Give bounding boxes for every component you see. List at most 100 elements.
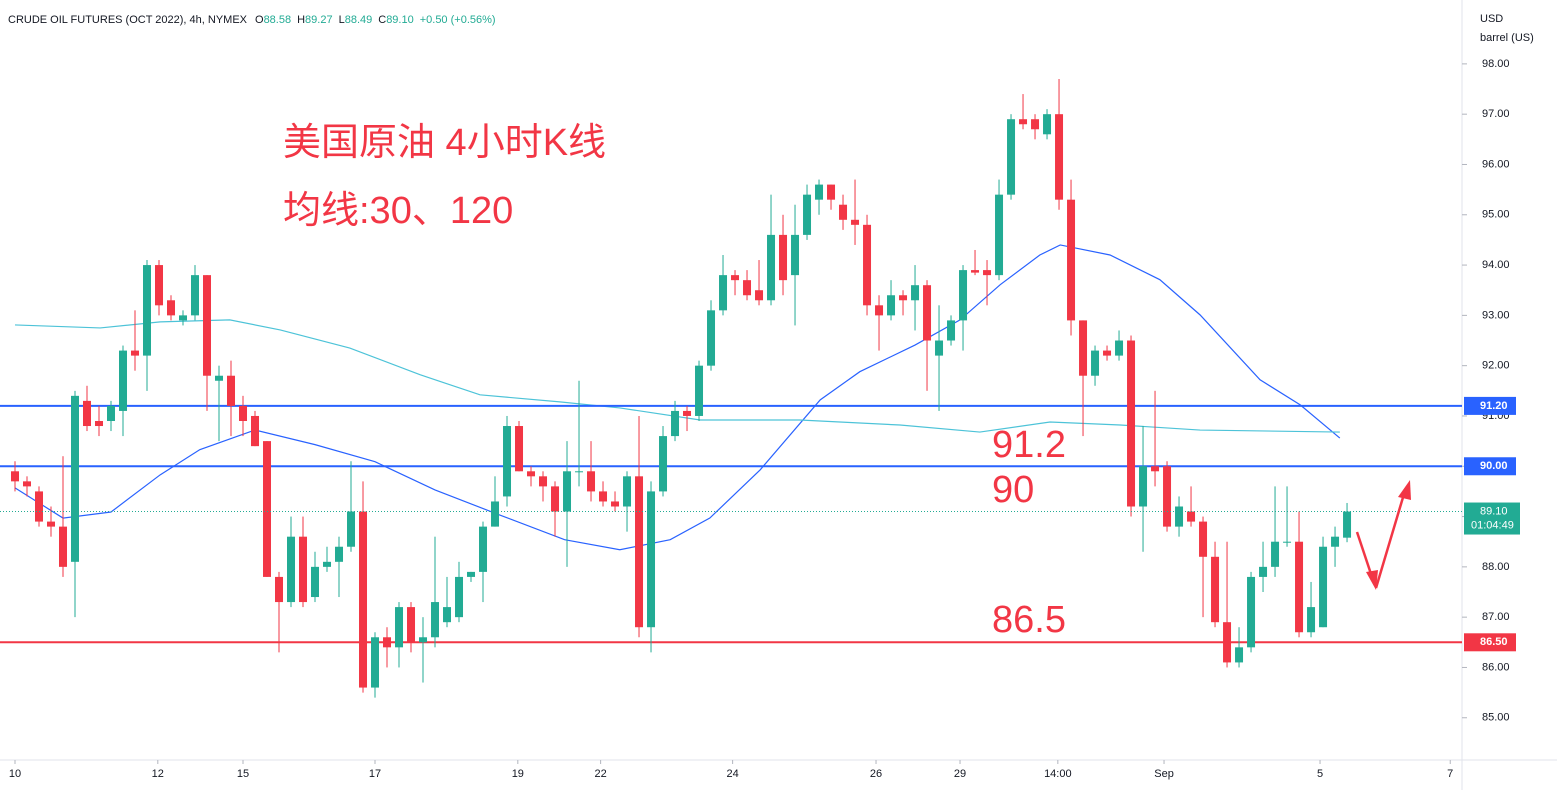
level-label-box <box>1464 633 1516 652</box>
candle-body <box>431 602 440 638</box>
y-tick-label: 97.00 <box>1482 108 1510 120</box>
candle-body <box>863 224 872 306</box>
x-tick-label: 19 <box>512 768 524 780</box>
legend-value: 89.27 <box>305 14 333 26</box>
candle-body <box>203 275 212 376</box>
candle-body <box>575 471 584 473</box>
candle-body <box>743 280 752 296</box>
candle-body <box>455 576 464 618</box>
candle-body <box>1139 466 1148 507</box>
candle-body <box>767 234 776 301</box>
legend-value: 88.49 <box>345 14 373 26</box>
candle-body <box>71 395 80 562</box>
countdown: 01:04:49 <box>1471 519 1514 531</box>
candle-body <box>383 637 392 648</box>
candle-body <box>371 637 380 688</box>
legend-label: H <box>297 14 305 26</box>
x-tick-label: 22 <box>594 768 606 780</box>
y-tick-label: 98.00 <box>1482 58 1510 70</box>
candle-body <box>827 184 836 200</box>
candle-body <box>479 526 488 572</box>
candle-body <box>35 491 44 522</box>
annotation: 均线:30、120 <box>283 190 513 232</box>
level-label-box <box>1464 396 1516 415</box>
x-tick-label: 5 <box>1317 768 1323 780</box>
y-tick-label: 93.00 <box>1482 309 1510 321</box>
plot-area <box>0 78 1462 698</box>
candle-body <box>239 405 248 421</box>
candle-body <box>491 501 500 527</box>
candle-body <box>755 290 764 301</box>
arrow-head <box>1366 570 1378 590</box>
legend-change: +0.50 (+0.56%) <box>420 14 496 26</box>
candle-body <box>647 491 656 628</box>
candle-body <box>1343 511 1352 538</box>
candle-body <box>107 405 116 421</box>
candle-body <box>563 471 572 512</box>
legend-label: O <box>255 14 264 26</box>
candle-body <box>515 426 524 472</box>
candle-body <box>551 486 560 512</box>
candle-body <box>419 637 428 643</box>
candle-body <box>23 481 32 487</box>
x-tick-label: 12 <box>152 768 164 780</box>
candle-body <box>287 536 296 603</box>
level-label-box <box>1464 457 1516 476</box>
candle-body <box>1187 511 1196 522</box>
arrow <box>1355 480 1411 590</box>
candle-body <box>1271 541 1280 567</box>
candle-body <box>983 270 992 276</box>
candle-body <box>791 234 800 276</box>
x-tick-label: 24 <box>726 768 738 780</box>
candle-body <box>359 511 368 688</box>
candle-body <box>323 561 332 567</box>
candle-body <box>839 204 848 220</box>
candle-body <box>11 471 20 482</box>
candle-body <box>263 441 272 577</box>
candle-body <box>935 340 944 356</box>
candle-body <box>191 275 200 316</box>
candle-body <box>1091 350 1100 376</box>
level-label: 86.50 <box>1480 636 1508 648</box>
y-tick-label: 85.00 <box>1482 712 1510 724</box>
y-unit-sub: barrel (US) <box>1480 32 1534 44</box>
candle-body <box>1319 546 1328 628</box>
arrow-head <box>1398 480 1411 500</box>
annotation: 90 <box>992 469 1034 511</box>
candle-body <box>167 300 176 316</box>
candle-body <box>923 285 932 341</box>
moving-average <box>14 319 1340 433</box>
candle-body <box>683 410 692 416</box>
candle-body <box>1259 566 1268 577</box>
candle-body <box>1007 119 1016 195</box>
candle-body <box>587 471 596 492</box>
candle-body <box>1199 521 1208 557</box>
candle-body <box>1283 541 1292 543</box>
candle-body <box>1331 536 1340 547</box>
chart-header: CRUDE OIL FUTURES (OCT 2022), 4h, NYMEX O… <box>8 14 496 26</box>
candle-body <box>695 365 704 416</box>
candle-body <box>671 410 680 437</box>
y-tick-label: 87.00 <box>1482 611 1510 623</box>
last-price-label: 89.10 <box>1480 505 1508 517</box>
x-tick-label: 17 <box>369 768 381 780</box>
x-tick-label: Sep <box>1154 768 1174 780</box>
candle-body <box>971 270 980 273</box>
y-tick-label: 94.00 <box>1482 259 1510 271</box>
annotation: 91.2 <box>992 424 1066 466</box>
x-tick-label: 10 <box>9 768 21 780</box>
candle-body <box>347 511 356 547</box>
y-tick-label: 92.00 <box>1482 360 1510 372</box>
candle-body <box>995 194 1004 276</box>
candle-body <box>1127 340 1136 507</box>
candle-body <box>539 476 548 487</box>
candle-body <box>719 275 728 311</box>
candle-body <box>1175 506 1184 527</box>
candle-body <box>1067 199 1076 321</box>
candle-body <box>1019 119 1028 125</box>
candle-body <box>335 546 344 562</box>
candle-body <box>1055 114 1064 200</box>
candle-body <box>227 375 236 406</box>
candle-body <box>851 219 860 225</box>
